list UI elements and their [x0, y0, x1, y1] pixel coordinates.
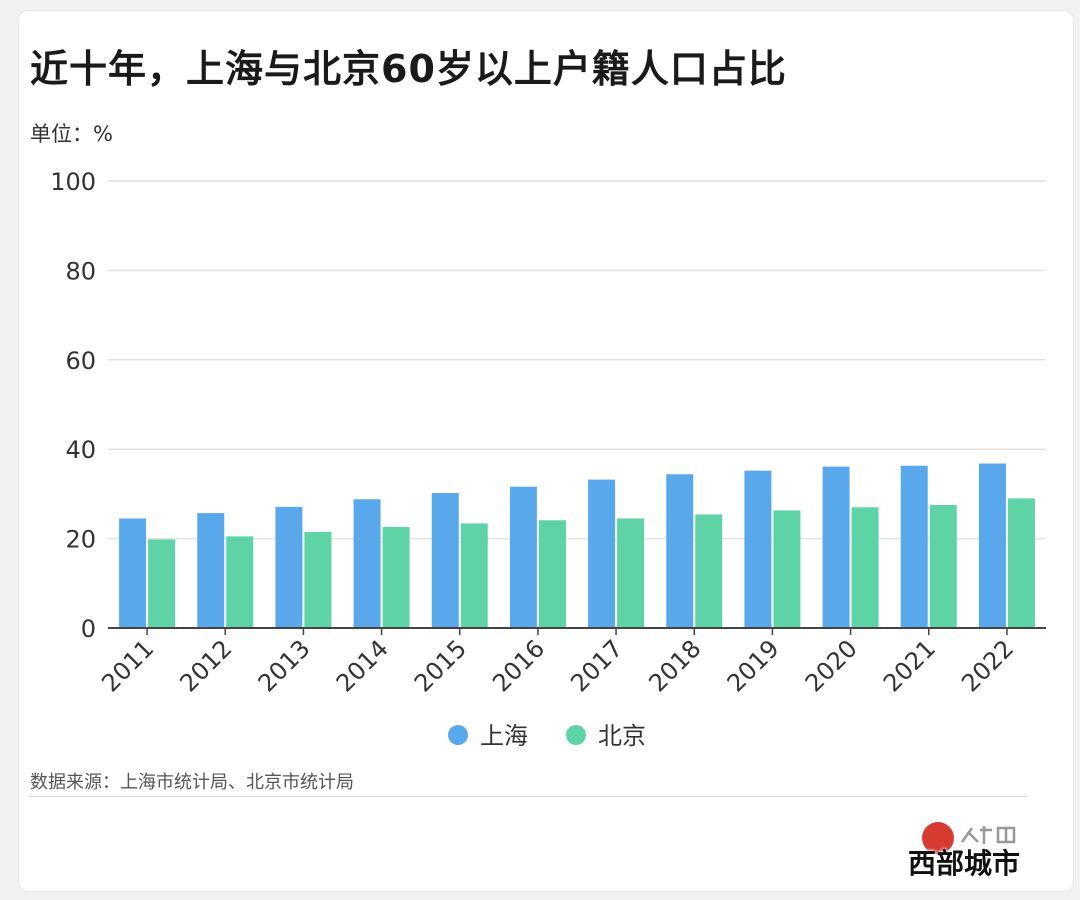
bar-chart: 0 20 40 60 80 100 2011 2012 2013 2014 2015 2016 2017… — [50, 168, 1046, 750]
source-divider — [28, 796, 1028, 797]
x-tick-label: 2021 — [878, 634, 941, 697]
bar-shanghai — [353, 499, 381, 628]
publisher-logo-text — [960, 826, 1016, 844]
bar-shanghai — [275, 506, 303, 628]
chart-card — [18, 10, 1074, 892]
bar-shanghai — [197, 513, 225, 628]
bar-shanghai — [900, 465, 928, 628]
x-tick-label: 2011 — [96, 634, 159, 697]
bar-beijing — [382, 526, 410, 628]
bar-shanghai — [588, 479, 616, 628]
data-source: 数据来源：上海市统计局、北京市统计局 — [30, 772, 354, 793]
bar-beijing — [617, 518, 645, 628]
bar-beijing — [851, 507, 879, 628]
bar-beijing — [1007, 498, 1035, 628]
legend-label-shanghai: 上海 — [480, 722, 528, 750]
legend-label-beijing: 北京 — [598, 722, 646, 750]
legend-marker-shanghai — [448, 725, 468, 745]
bar-shanghai — [822, 466, 850, 628]
bar-beijing — [460, 523, 488, 628]
x-tick-label: 2022 — [956, 634, 1019, 697]
bar-shanghai — [431, 493, 459, 628]
publisher-logo — [922, 822, 954, 854]
y-tick-label: 60 — [65, 347, 96, 375]
bar-shanghai — [119, 518, 147, 628]
x-tick-label: 2013 — [253, 634, 316, 697]
y-tick-label: 80 — [65, 257, 96, 285]
bar-shanghai — [666, 474, 694, 628]
bar-beijing — [773, 510, 801, 628]
bar-shanghai — [744, 470, 772, 628]
bar-shanghai — [978, 463, 1006, 628]
y-tick-label: 40 — [65, 436, 96, 464]
x-tick-label: 2014 — [331, 634, 394, 697]
legend-marker-beijing — [566, 725, 586, 745]
bar-beijing — [929, 505, 957, 628]
bar-shanghai — [509, 486, 537, 628]
x-tick-label: 2020 — [800, 634, 863, 697]
x-tick-label: 2016 — [487, 634, 550, 697]
bar-beijing — [538, 520, 566, 628]
bar-beijing — [226, 536, 254, 628]
y-tick-label: 100 — [50, 168, 96, 196]
y-tick-label: 20 — [65, 526, 96, 554]
bar-beijing — [695, 514, 723, 628]
x-tick-label: 2018 — [644, 634, 707, 697]
chart-title: 近十年，上海与北京60岁以上户籍人口占比 — [30, 47, 787, 91]
watermark: 西部城市 — [908, 847, 1021, 880]
y-tick-label: 0 — [81, 615, 96, 643]
bar-beijing — [148, 539, 176, 628]
bar-beijing — [304, 531, 332, 628]
x-tick-label: 2019 — [722, 634, 785, 697]
x-tick-label: 2015 — [409, 634, 472, 697]
unit-label: 单位：% — [30, 122, 113, 146]
x-tick-label: 2012 — [175, 634, 238, 697]
x-tick-label: 2017 — [565, 634, 628, 697]
